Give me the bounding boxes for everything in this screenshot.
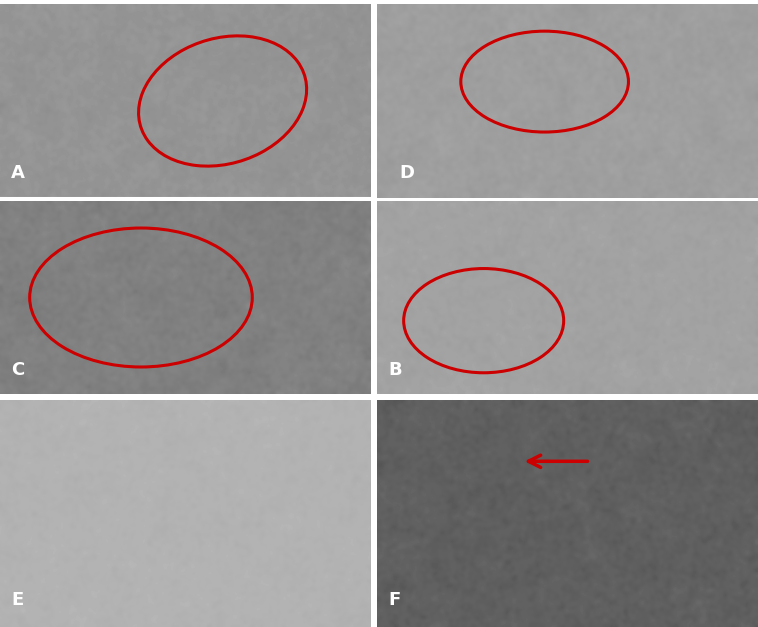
Text: F: F [388,591,401,609]
Text: C: C [11,361,24,379]
Text: A: A [11,164,25,182]
Text: E: E [11,591,23,609]
Text: D: D [400,164,415,182]
Text: B: B [388,361,402,379]
